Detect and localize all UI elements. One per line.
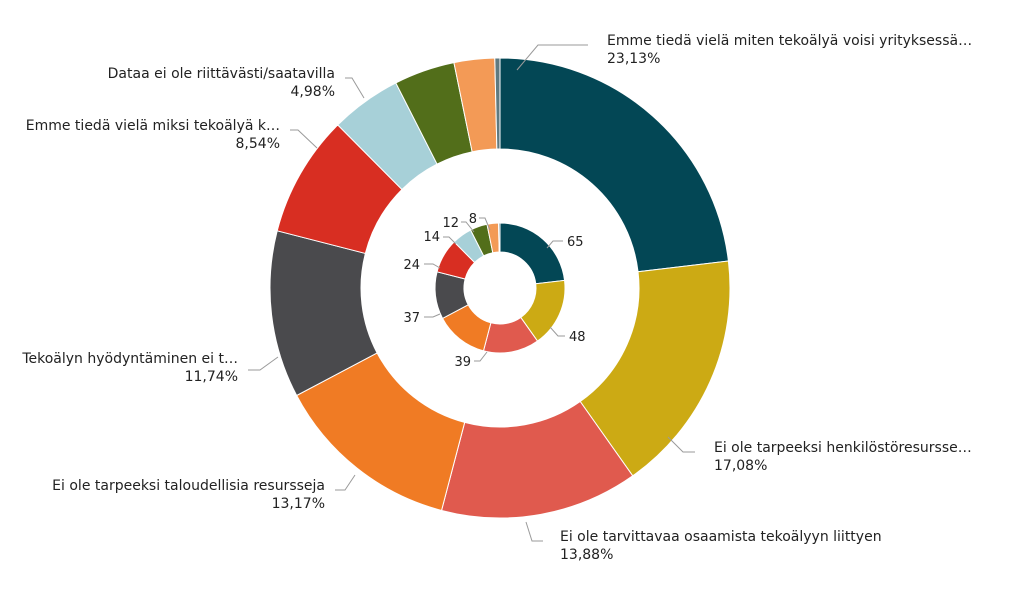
inner-leader-line-2 — [549, 326, 565, 337]
outer-category-label-4: Ei ole tarpeeksi taloudellisia resurssej… — [52, 478, 325, 494]
inner-value-label-8: 12 — [442, 216, 459, 231]
inner-value-label-3: 39 — [454, 355, 471, 370]
inner-leader-line-7 — [443, 236, 457, 245]
outer-category-label-5: Tekoälyn hyödyntäminen ei t… — [21, 351, 238, 367]
inner-leader-line-8 — [461, 221, 475, 233]
leader-lines — [248, 44, 695, 542]
outer-category-label-6: Emme tiedä vielä miksi tekoälyä k… — [26, 118, 280, 134]
outer-leader-line-2 — [667, 436, 695, 453]
outer-category-label-3: Ei ole tarvittavaa osaamista tekoälyyn l… — [560, 529, 882, 545]
inner-value-label-2: 48 — [569, 330, 586, 345]
inner-value-label-7: 14 — [423, 230, 440, 245]
inner-value-label-6: 24 — [403, 258, 420, 273]
labels: Emme tiedä vielä miten tekoälyä voisi yr… — [21, 33, 972, 563]
outer-leader-line-6 — [290, 129, 318, 149]
inner-leader-line-3 — [474, 351, 488, 362]
outer-ring — [269, 57, 731, 519]
outer-slice-10 — [494, 57, 501, 150]
inner-leader-line-4 — [424, 313, 441, 318]
outer-value-label-6: 8,54% — [236, 136, 280, 152]
inner-ring — [434, 222, 566, 354]
outer-leader-line-5 — [248, 356, 279, 371]
outer-value-label-2: 17,08% — [714, 458, 767, 474]
inner-leader-line-9 — [479, 217, 491, 231]
outer-value-label-1: 23,13% — [607, 51, 660, 67]
outer-leader-line-1 — [516, 44, 588, 71]
outer-slice-1 — [499, 57, 729, 273]
outer-leader-line-7 — [345, 77, 365, 99]
outer-leader-line-3 — [525, 521, 543, 542]
outer-leader-line-4 — [335, 474, 356, 491]
inner-leader-line-6 — [424, 263, 441, 269]
inner-leader-line-1 — [546, 240, 563, 249]
inner-slice-1 — [499, 222, 566, 285]
outer-category-label-2: Ei ole tarpeeksi henkilöstöresursse… — [714, 440, 972, 456]
outer-category-label-1: Emme tiedä vielä miten tekoälyä voisi yr… — [607, 33, 972, 49]
inner-slice-10 — [498, 222, 501, 253]
outer-value-label-5: 11,74% — [185, 369, 238, 385]
inner-value-label-4: 37 — [403, 311, 420, 326]
inner-value-label-1: 65 — [567, 235, 584, 250]
inner-value-label-9: 8 — [469, 212, 477, 227]
outer-value-label-4: 13,17% — [272, 496, 325, 512]
outer-category-label-7: Dataa ei ole riittävästi/saatavilla — [108, 66, 335, 82]
outer-value-label-7: 4,98% — [291, 84, 335, 100]
outer-value-label-3: 13,88% — [560, 547, 613, 563]
